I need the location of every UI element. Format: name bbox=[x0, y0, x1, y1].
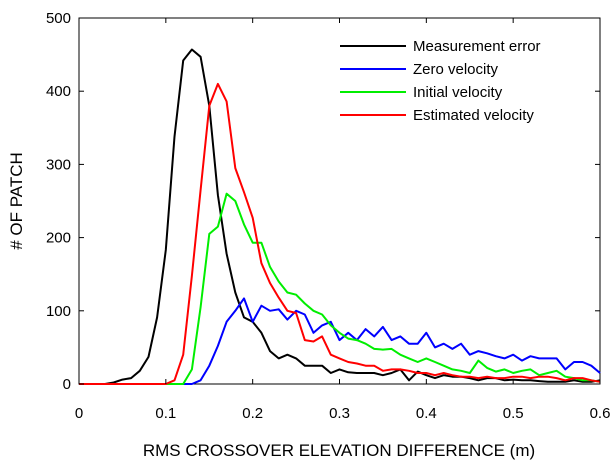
y-tick-label-5: 500 bbox=[46, 10, 71, 27]
y-tick-label-1: 100 bbox=[46, 303, 71, 320]
legend-label-2: Initial velocity bbox=[413, 84, 503, 101]
legend-label-3: Estimated velocity bbox=[413, 107, 534, 124]
x-axis-title: RMS CROSSOVER ELEVATION DIFFERENCE (m) bbox=[143, 441, 535, 460]
legend: Measurement error Zero velocity Initial ve… bbox=[328, 32, 584, 128]
y-tick-label-4: 400 bbox=[46, 83, 71, 100]
y-tick-label-3: 300 bbox=[46, 156, 71, 173]
axis-layer: 0 0.1 0.2 0.3 0.4 0.5 0.6 0 100 200 300 400 500 bbox=[46, 10, 610, 422]
y-axis-title: # OF PATCH bbox=[7, 152, 26, 250]
x-tick-label-5: 0.5 bbox=[503, 405, 524, 422]
y-tick-label-2: 200 bbox=[46, 230, 71, 247]
x-tick-label-2: 0.2 bbox=[242, 405, 263, 422]
y-tick-label-0: 0 bbox=[63, 376, 71, 393]
x-tick-label-3: 0.3 bbox=[329, 405, 350, 422]
x-tick-label-1: 0.1 bbox=[155, 405, 176, 422]
legend-label-1: Zero velocity bbox=[413, 61, 499, 78]
legend-box bbox=[328, 32, 584, 128]
x-tick-label-0: 0 bbox=[75, 405, 83, 422]
x-tick-label-4: 0.4 bbox=[416, 405, 437, 422]
x-tick-label-6: 0.6 bbox=[590, 405, 611, 422]
legend-label-0: Measurement error bbox=[413, 38, 541, 55]
